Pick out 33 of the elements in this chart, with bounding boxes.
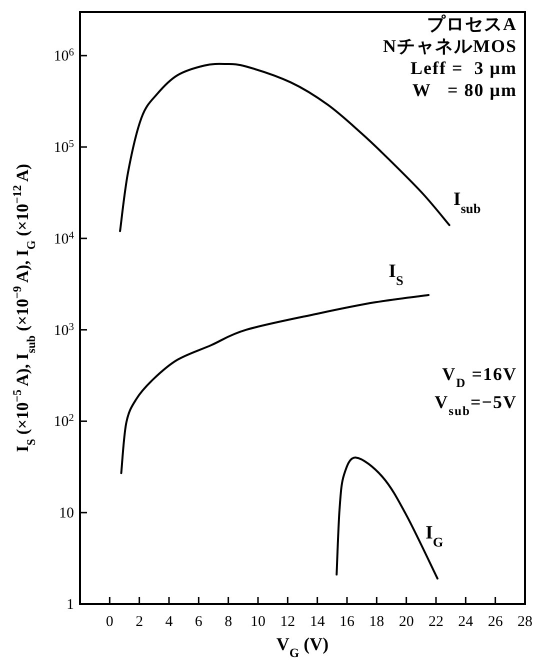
y-tick-label: 10$^{5}$ (54, 138, 74, 156)
annotation: V$_{D}$ =16V (442, 364, 517, 390)
x-tick-label: 16 (340, 614, 355, 630)
annotation: W = 80 μm (412, 80, 517, 100)
y-tick-label: 10$^{3}$ (54, 321, 74, 339)
x-tick-label: 22 (428, 614, 444, 630)
x-tick-label: 28 (518, 614, 532, 630)
y-tick-label: 1 (66, 597, 74, 613)
x-tick-label: 18 (369, 614, 384, 630)
x-tick-label: 12 (280, 614, 296, 630)
annotation: V$_{sub}$=−5V (434, 392, 517, 418)
x-axis-title: V$_{G}$ (V) (276, 634, 329, 660)
y-tick-label: 10 (59, 506, 74, 522)
y-tick-label: 10$^{4}$ (54, 230, 75, 248)
annotation: プロセスA (427, 14, 517, 34)
x-tick-label: 10 (250, 614, 266, 630)
y-tick-label: 10$^{6}$ (54, 47, 74, 65)
series-label: I$_{G}$ (425, 522, 444, 550)
x-tick-label: 24 (458, 614, 474, 630)
x-tick-label: 0 (106, 614, 114, 630)
y-tick-label: 10$^{2}$ (54, 412, 74, 430)
x-tick-label: 6 (194, 614, 203, 630)
series-label: I$_{S}$ (388, 261, 404, 288)
annotation: NチャネルMOS (383, 36, 517, 56)
annotation: Leff = 3 μm (410, 58, 517, 78)
line-series (120, 294, 430, 474)
x-tick-label: 2 (136, 614, 144, 630)
x-tick-label: 26 (488, 614, 504, 630)
x-tick-label: 14 (310, 614, 326, 630)
x-tick-label: 20 (398, 614, 414, 630)
series-label: I$_{sub}$ (453, 189, 481, 216)
x-tick-label: 4 (165, 614, 174, 630)
x-tick-label: 8 (224, 614, 232, 630)
